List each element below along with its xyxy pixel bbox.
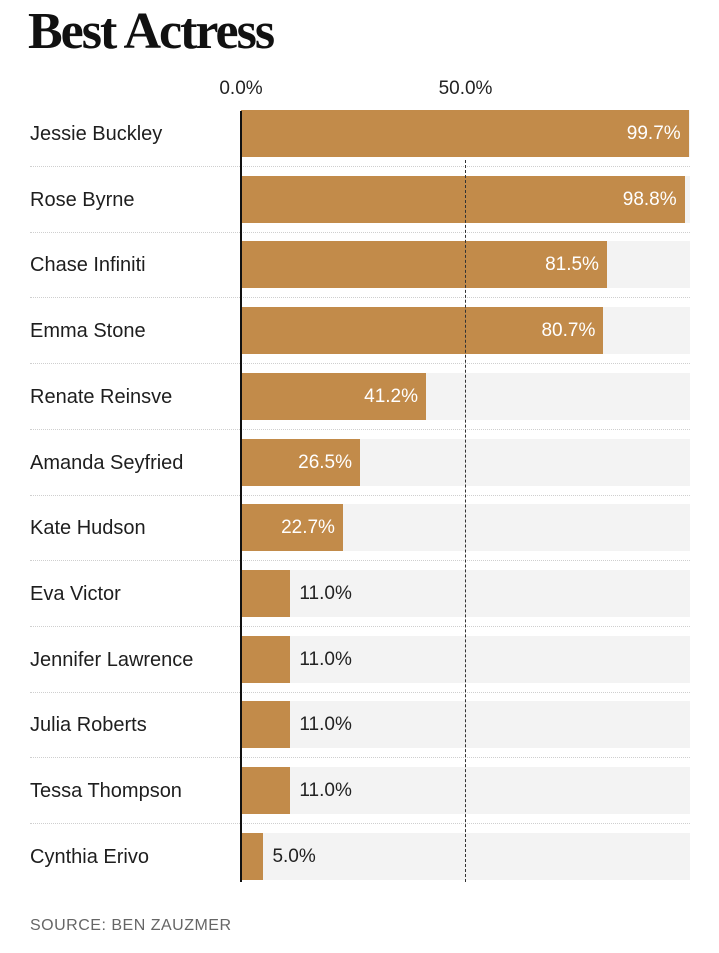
- bar: [241, 110, 689, 157]
- category-label: Renate Reinsve: [30, 385, 173, 408]
- row-divider: [30, 166, 690, 167]
- category-label: Emma Stone: [30, 320, 146, 343]
- bar: [241, 569, 291, 617]
- bar-value-label: 98.8%: [622, 188, 677, 210]
- category-label: Tessa Thompson: [30, 780, 182, 802]
- row-divider: [30, 757, 690, 759]
- bar-row: Emma Stone 80.7%: [0, 298, 719, 365]
- bar-value-label: 11.0%: [299, 648, 352, 670]
- row-divider: [30, 231, 690, 233]
- bar-track: [241, 767, 690, 814]
- bar-value-label: 11.0%: [299, 714, 352, 736]
- source-note: SOURCE: BEN ZAUZMER: [30, 917, 232, 934]
- row-divider: [30, 823, 690, 824]
- bar-row: Eva Victor 11.0%: [0, 561, 719, 627]
- bar-row: Tessa Thompson 11.0%: [0, 758, 719, 824]
- category-label: Eva Victor: [30, 582, 121, 605]
- bar-row: Jessie Buckley 99.7%: [0, 101, 719, 167]
- row-divider: [30, 494, 690, 496]
- bar-row: Amanda Seyfried 26.5%: [0, 430, 719, 496]
- category-label: Amanda Seyfried: [30, 451, 184, 474]
- gridline-50: [464, 160, 466, 882]
- row-divider: [30, 691, 690, 693]
- category-label: Rose Byrne: [30, 188, 135, 211]
- bar: [241, 307, 604, 355]
- bar-row: Julia Roberts 11.0%: [0, 692, 719, 759]
- x-tick-label: 50.0%: [438, 78, 493, 99]
- bar-row: Jennifer Lawrence 11.0%: [0, 627, 719, 693]
- bar-row: Cynthia Erivo 5.0%: [0, 824, 719, 890]
- bar: [241, 372, 426, 420]
- row-divider: [30, 560, 690, 562]
- bar-value-label: 99.7%: [626, 123, 681, 144]
- category-label: Chase Infiniti: [30, 254, 146, 277]
- bar-value-label: 11.0%: [299, 582, 352, 604]
- bar: [241, 635, 291, 683]
- row-divider: [30, 428, 690, 430]
- bar-row: Kate Hudson 22.7%: [0, 495, 719, 562]
- bar-value-label: 80.7%: [541, 320, 596, 342]
- bar-track: [241, 635, 690, 683]
- chart-title: Best Actress: [28, 3, 275, 60]
- bar: [241, 832, 264, 880]
- category-label: Cynthia Erivo: [30, 845, 149, 868]
- bar-value-label: 11.0%: [299, 780, 352, 801]
- bar-value-label: 5.0%: [272, 845, 316, 867]
- bar: [241, 241, 607, 289]
- bar-row: Chase Infiniti 81.5%: [0, 232, 719, 299]
- bar: [241, 175, 685, 223]
- category-label: Jessie Buckley: [30, 123, 163, 145]
- bar: [241, 701, 291, 749]
- category-label: Jennifer Lawrence: [30, 648, 194, 671]
- bar: [241, 767, 291, 814]
- bar-value-label: 26.5%: [298, 451, 352, 473]
- bar-value-label: 22.7%: [281, 517, 335, 539]
- row-divider: [30, 297, 690, 299]
- y-axis-line: [240, 111, 242, 882]
- category-label: Julia Roberts: [30, 714, 147, 737]
- row-divider: [30, 625, 690, 627]
- bar-row: Rose Byrne 98.8%: [0, 167, 719, 233]
- bar-track: [241, 701, 690, 749]
- bar: [241, 504, 343, 552]
- bar-value-label: 41.2%: [364, 385, 418, 407]
- bar-row: Renate Reinsve 41.2%: [0, 364, 719, 430]
- bar: [241, 438, 360, 486]
- row-divider: [30, 363, 690, 365]
- x-tick-label: 0.0%: [219, 78, 263, 99]
- bar-value-label: 81.5%: [545, 254, 599, 276]
- category-label: Kate Hudson: [30, 517, 146, 540]
- bar-track: [241, 832, 690, 880]
- bar-track: [241, 569, 690, 617]
